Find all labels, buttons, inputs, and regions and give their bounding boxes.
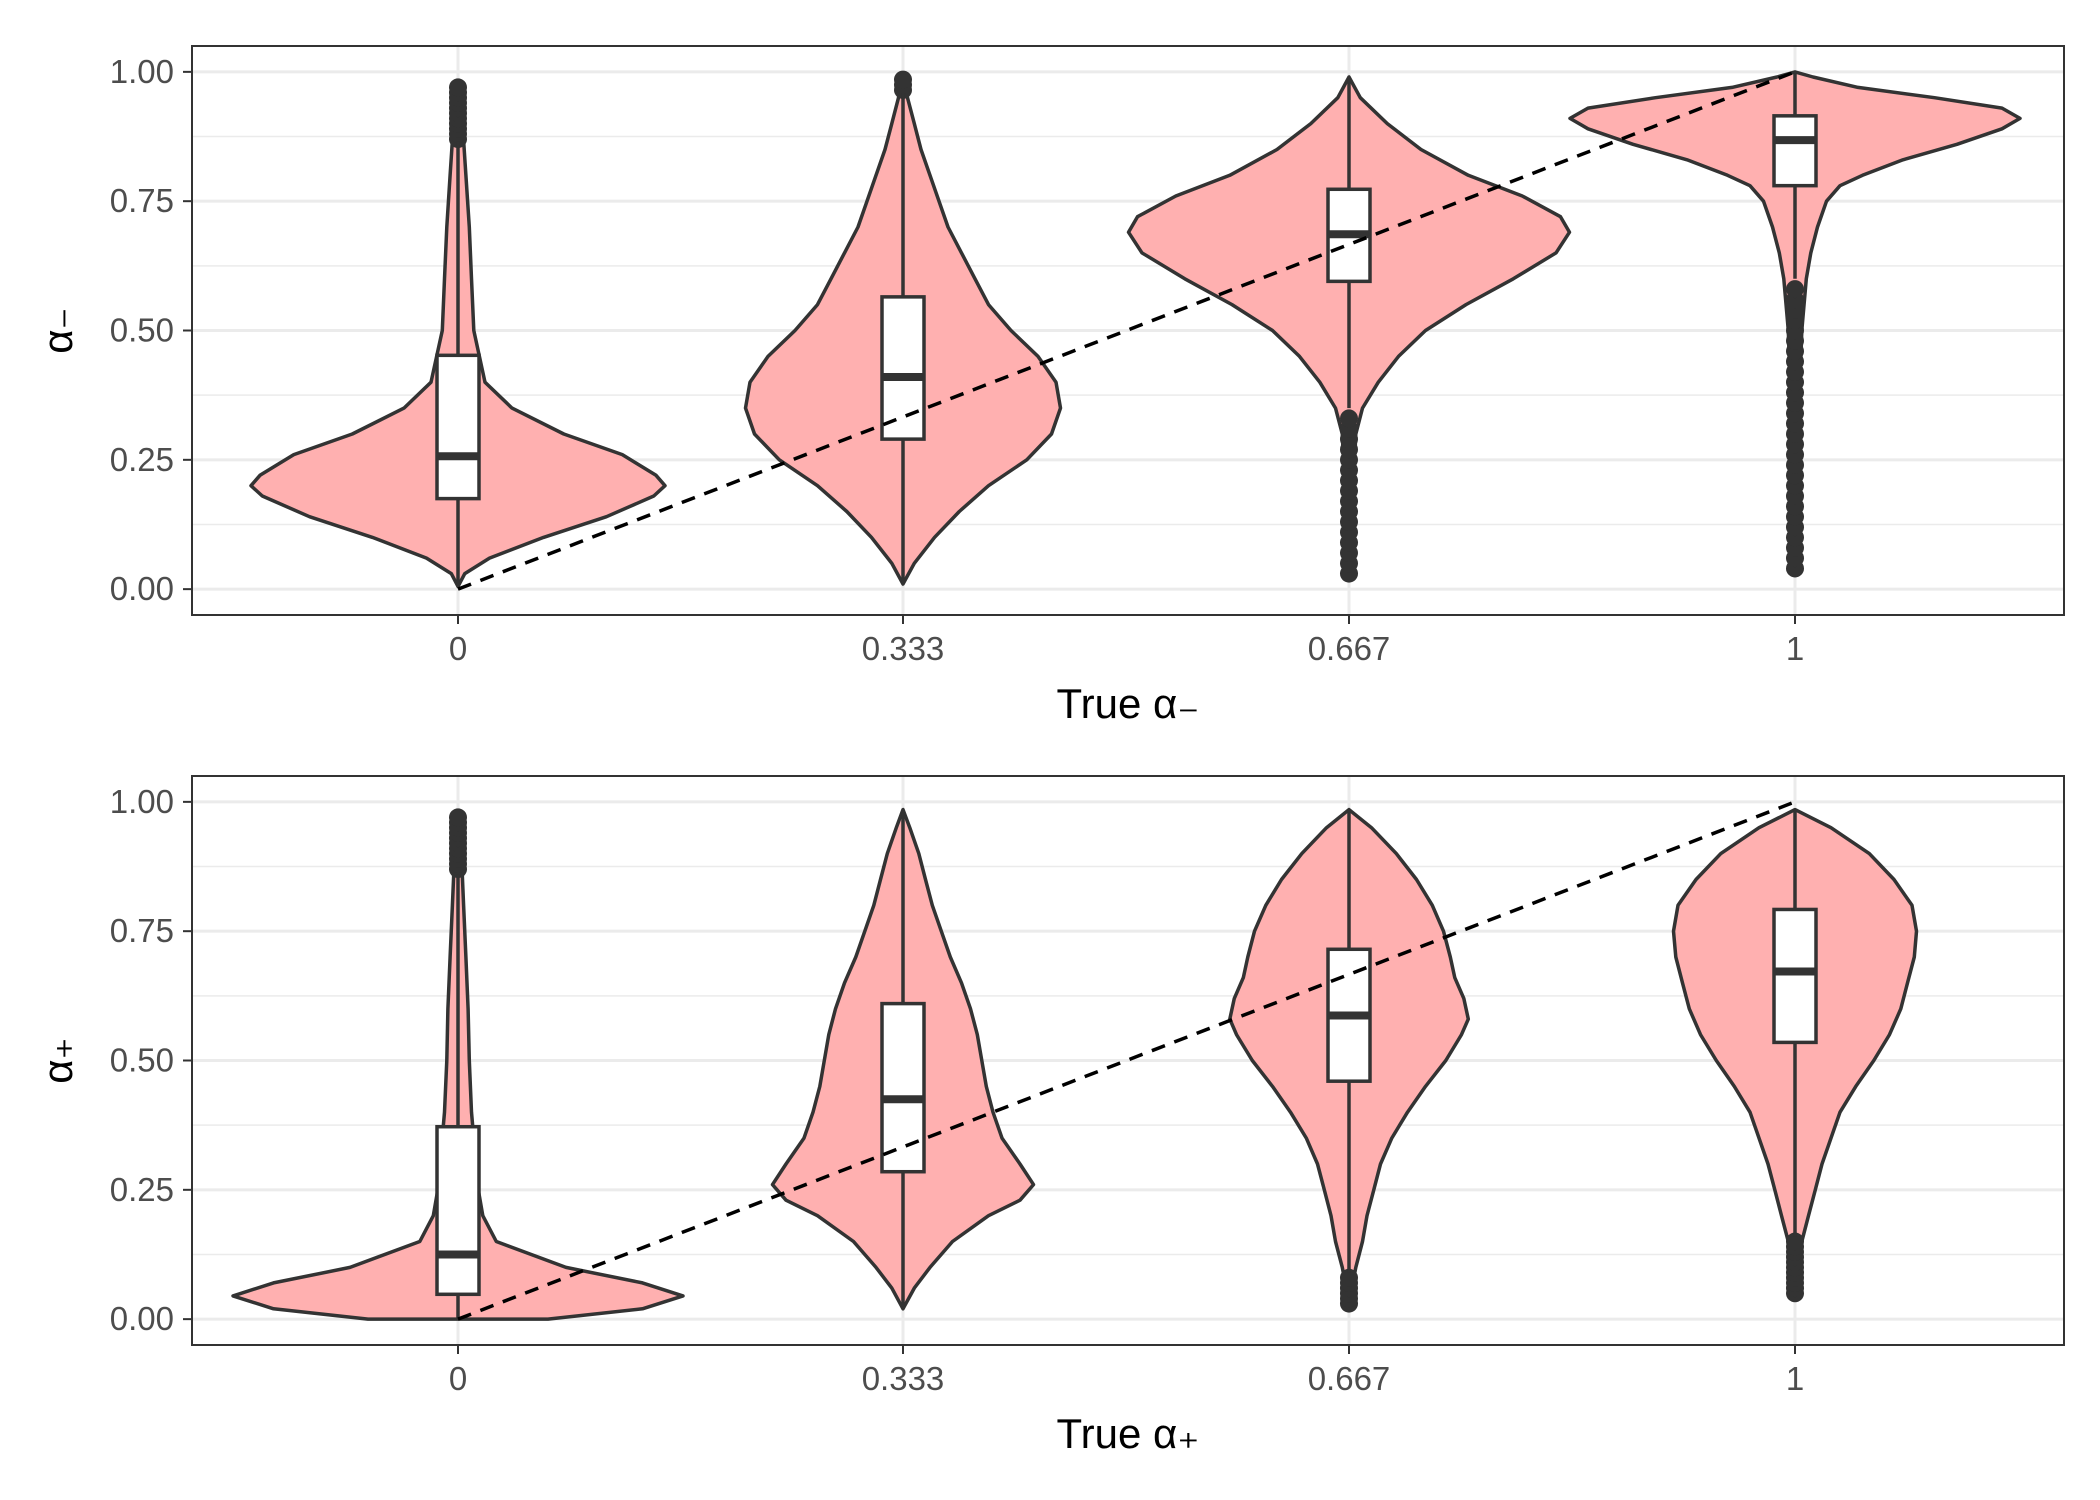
box: [880, 1001, 926, 1174]
y-tick-label: 0.25: [110, 1171, 174, 1208]
top-y-tick-labels: 0.00 0.25 0.50 0.75 1.00: [110, 53, 174, 607]
bottom-y-axis-title: α₊: [34, 1037, 81, 1083]
top-axis-ticks: [183, 70, 1796, 624]
violin-group: [1228, 807, 1471, 1313]
bottom-panel: 0.00 0.25 0.50 0.75 1.00 0 0.333 0.667 1…: [34, 775, 2065, 1457]
bottom-y-tick-labels: 0.00 0.25 0.50 0.75 1.00: [110, 783, 174, 1337]
y-tick-label: 1.00: [110, 53, 174, 90]
bottom-x-tick-labels: 0 0.333 0.667 1: [449, 1360, 1804, 1397]
x-tick-label: 1: [1786, 630, 1804, 667]
box: [1772, 114, 1818, 188]
violin-group: [743, 70, 1063, 586]
box: [435, 1124, 481, 1297]
y-tick-label: 0.25: [110, 441, 174, 478]
bottom-axis-ticks: [183, 800, 1796, 1354]
x-tick-label: 1: [1786, 1360, 1804, 1397]
violin-group: [249, 78, 667, 589]
y-tick-label: 0.00: [110, 570, 174, 607]
violin-group: [1568, 70, 2022, 578]
top-violins: [249, 70, 2022, 589]
y-tick-label: 0.00: [110, 1300, 174, 1337]
violin-group: [770, 807, 1036, 1311]
top-x-tick-labels: 0 0.333 0.667 1: [449, 630, 1804, 667]
violin-group: [1126, 75, 1572, 583]
outlier-point: [1340, 409, 1358, 428]
x-tick-label: 0: [449, 630, 467, 667]
box: [880, 295, 926, 441]
outlier-point: [449, 78, 467, 97]
x-tick-label: 0: [449, 1360, 467, 1397]
x-tick-label: 0.667: [1308, 630, 1391, 667]
x-tick-label: 0.333: [862, 630, 945, 667]
top-panel: 0.00 0.25 0.50 0.75 1.00 0 0.333 0.667 1…: [34, 45, 2065, 727]
box: [1772, 907, 1818, 1045]
y-tick-label: 0.50: [110, 312, 174, 349]
x-tick-label: 0.667: [1308, 1360, 1391, 1397]
top-y-axis-title: α₋: [34, 307, 81, 353]
box: [435, 353, 481, 501]
violin-group: [1671, 807, 1919, 1303]
outlier-point: [1786, 1232, 1804, 1251]
y-tick-label: 0.50: [110, 1042, 174, 1079]
top-x-axis-title: True α₋: [1057, 680, 1200, 727]
bottom-x-axis-title: True α₊: [1057, 1410, 1200, 1457]
x-tick-label: 0.333: [862, 1360, 945, 1397]
y-tick-label: 0.75: [110, 182, 174, 219]
violin-group: [231, 808, 685, 1321]
bottom-violins: [231, 807, 1919, 1321]
y-tick-label: 1.00: [110, 783, 174, 820]
outlier-point: [1786, 280, 1804, 299]
y-tick-label: 0.75: [110, 912, 174, 949]
outlier-point: [894, 70, 912, 89]
outlier-point: [1340, 1268, 1358, 1287]
outlier-point: [449, 808, 467, 827]
